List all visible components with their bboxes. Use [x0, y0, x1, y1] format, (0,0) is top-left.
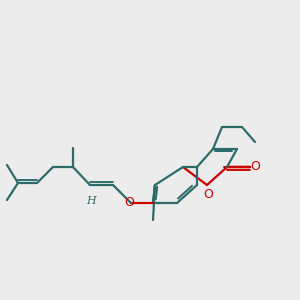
- Text: O: O: [250, 160, 260, 173]
- Text: H: H: [86, 196, 96, 206]
- Text: O: O: [124, 196, 134, 209]
- Text: O: O: [204, 188, 213, 200]
